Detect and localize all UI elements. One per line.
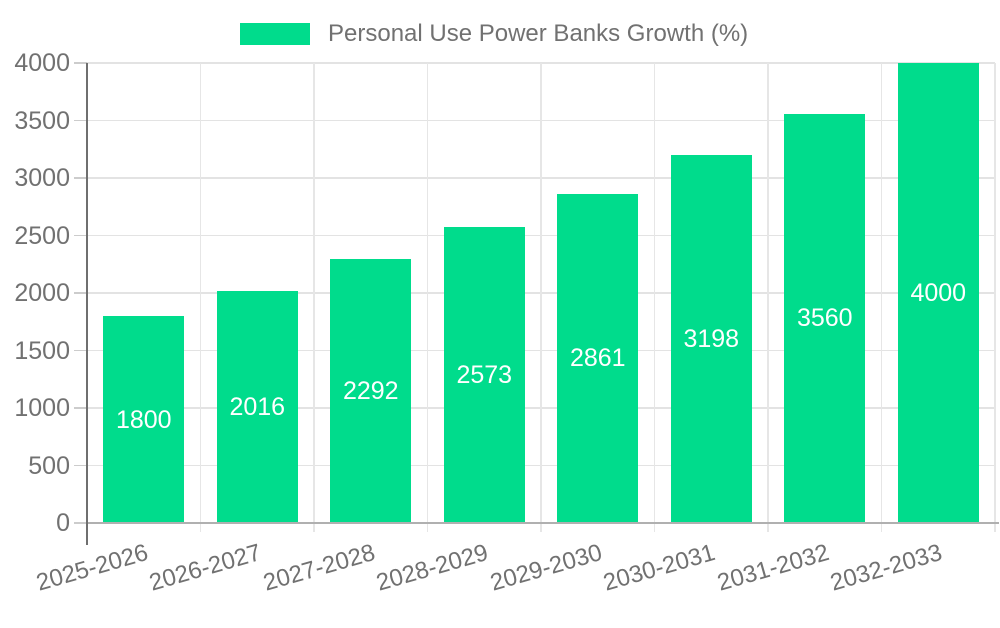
v-gridline xyxy=(313,63,315,532)
y-axis-tick xyxy=(74,407,87,409)
v-gridline xyxy=(540,63,542,532)
legend-label: Personal Use Power Banks Growth (%) xyxy=(328,20,749,47)
y-tick-label: 2500 xyxy=(14,221,70,250)
v-gridline xyxy=(653,63,656,532)
bar-value-label: 2573 xyxy=(456,361,513,390)
v-gridline xyxy=(426,63,429,532)
v-gridline xyxy=(767,63,769,532)
bar-value-label: 4000 xyxy=(910,279,967,307)
y-tick-label: 3000 xyxy=(14,164,70,192)
v-gridline xyxy=(199,63,202,532)
bar xyxy=(897,63,979,523)
bar xyxy=(216,291,298,523)
bar-value-label: 2861 xyxy=(569,344,626,373)
y-tick-label: 4000 xyxy=(14,49,70,77)
x-axis-line xyxy=(87,522,999,524)
v-gridline xyxy=(994,63,996,532)
legend-swatch xyxy=(240,23,310,45)
bar-value-label: 3198 xyxy=(683,325,740,354)
y-axis-tick xyxy=(74,119,87,122)
bar xyxy=(557,193,639,523)
bar-chart: Personal Use Power Banks Growth (%) 0 500… xyxy=(14,20,999,597)
y-tick-label: 1000 xyxy=(14,394,70,422)
y-axis-tick xyxy=(74,62,87,64)
bar xyxy=(330,259,412,523)
y-tick-label: 1500 xyxy=(14,336,70,365)
bar-value-label: 1800 xyxy=(115,405,172,434)
bar xyxy=(784,113,866,523)
y-axis-tick xyxy=(74,234,87,237)
bar xyxy=(443,227,525,523)
y-tick-label: 3500 xyxy=(14,106,70,135)
bar-value-label: 3560 xyxy=(796,304,853,333)
y-axis-tick xyxy=(74,522,87,524)
y-axis-tick xyxy=(74,349,87,352)
y-tick-label: 500 xyxy=(28,451,70,480)
bar xyxy=(103,316,185,523)
bar-value-label: 2016 xyxy=(229,393,286,422)
y-axis-line xyxy=(86,63,88,545)
y-tick-label: 2000 xyxy=(14,279,70,307)
y-tick-label: 0 xyxy=(56,509,70,537)
y-axis-tick xyxy=(74,177,87,179)
bar xyxy=(670,155,752,523)
bar-value-label: 2292 xyxy=(342,377,399,406)
y-axis-tick xyxy=(74,464,87,467)
v-gridline xyxy=(880,63,883,532)
chart-legend: Personal Use Power Banks Growth (%) xyxy=(240,20,748,48)
y-axis-tick xyxy=(74,292,87,294)
